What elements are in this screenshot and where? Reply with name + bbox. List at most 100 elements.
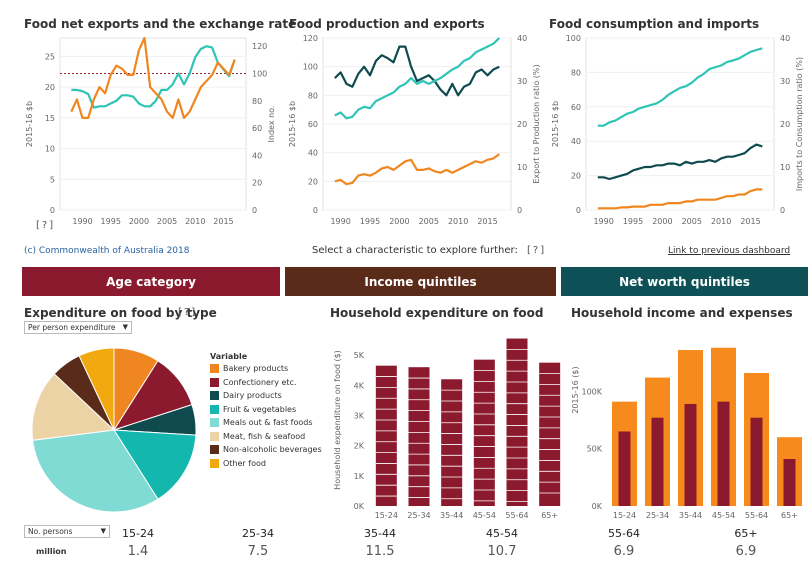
population-dropdown-value: No. persons <box>28 527 73 536</box>
legend-label: Confectionery etc. <box>223 377 297 387</box>
bar-35-44 <box>441 379 463 506</box>
previous-dashboard-link[interactable]: Link to previous dashboard <box>668 246 791 256</box>
x-tick-label: 45-54 <box>473 511 496 520</box>
panel1-help-icon[interactable]: [?] <box>36 220 56 231</box>
legend-label: Bakery products <box>223 364 289 373</box>
y2-axis-label: Export to Production ratio (%) <box>532 64 541 183</box>
select-characteristic-label: Select a characteristic to explore furth… <box>312 245 518 256</box>
panel1-title: Food net exports and the exchange rate <box>24 17 297 31</box>
copyright-link[interactable]: (c) Commonwealth of Australia 2018 <box>24 246 190 256</box>
population-row-label: million <box>36 547 67 556</box>
x-tick-label: 1995 <box>101 217 121 226</box>
y-tick-label: 80 <box>308 91 318 100</box>
x-tick-label: 15-24 <box>613 511 636 520</box>
population-value: 10.7 <box>487 544 517 559</box>
x-tick-label: 2000 <box>389 217 409 226</box>
y2-tick-label: 20 <box>517 120 527 129</box>
legend-item[interactable]: Non-alcoholic beverages <box>210 445 322 454</box>
y2-tick-label: 80 <box>252 97 262 106</box>
legend-item[interactable]: Fruit & vegetables <box>210 404 296 414</box>
legend-item[interactable]: Meals out & fast foods <box>210 418 313 427</box>
pie-title: Expenditure on food by type <box>24 306 217 320</box>
y-axis-label: 2015-16 ($) <box>571 366 580 413</box>
x-tick-label: 1995 <box>360 217 380 226</box>
x-tick-label: 2010 <box>185 217 205 226</box>
y-tick-label: 100 <box>303 63 318 72</box>
x-tick-label: 25-34 <box>407 511 430 520</box>
population-dropdown[interactable]: No. persons ▼ <box>24 525 110 538</box>
y2-tick-label: 40 <box>780 34 790 43</box>
net-exports-chart: 0 5 10 15 20 25 0 20 40 60 80 100 120 1990 1995 2000 200… <box>25 36 276 226</box>
y2-tick-label: 20 <box>780 120 790 129</box>
y-tick-label: 15 <box>45 114 55 123</box>
bar-45-54 <box>473 359 495 506</box>
legend-item[interactable]: Dairy products <box>210 391 282 400</box>
panel3-title: Food consumption and imports <box>549 17 760 31</box>
legend-item[interactable]: Meat, fish & seafood <box>210 431 305 441</box>
y2-tick-label: 100 <box>252 69 267 78</box>
x-tick-label: 65+ <box>541 511 558 520</box>
y2-tick-label: 10 <box>780 163 790 172</box>
bar-65+ <box>539 362 561 506</box>
expenses-bar-15-24 <box>618 431 631 506</box>
net-worth-quintiles-button[interactable]: Net worth quintiles <box>561 267 808 296</box>
x-tick-label: 2010 <box>711 217 731 226</box>
series-line-0 <box>71 45 236 109</box>
y2-tick-label: 60 <box>252 124 262 133</box>
legend-swatch <box>210 404 219 414</box>
legend-item[interactable]: Bakery products <box>210 364 288 373</box>
legend-label: Meals out & fast foods <box>223 418 313 427</box>
legend-item[interactable]: Confectionery etc. <box>210 377 297 387</box>
y-tick-label: 20 <box>571 172 581 181</box>
chevron-down-icon: ▼ <box>100 527 106 535</box>
y-tick-label: 0K <box>592 502 603 511</box>
y2-tick-label: 40 <box>252 151 262 160</box>
y2-tick-label: 0 <box>252 206 257 215</box>
expenditure-pie-chart <box>31 347 197 513</box>
y2-tick-label: 30 <box>517 77 527 86</box>
expenses-bar-65+ <box>783 458 796 506</box>
bar-15-24 <box>375 365 397 506</box>
bar-25-34 <box>408 367 430 506</box>
y-tick-label: 40 <box>571 137 581 146</box>
x-tick-label: 2015 <box>477 217 497 226</box>
pie-slice-4 <box>32 429 159 513</box>
legend-item[interactable]: Other food <box>210 458 266 468</box>
x-tick-label: 55-64 <box>505 511 528 520</box>
x-tick-label: 2000 <box>129 217 149 226</box>
series-line-2 <box>334 153 500 186</box>
y-tick-label: 4K <box>354 381 365 390</box>
y-tick-label: 10 <box>45 145 55 154</box>
expenditure-type-dropdown[interactable]: Per person expenditure ▼ <box>24 321 132 334</box>
y2-axis-label: Index no. <box>267 106 276 143</box>
x-tick-label: 25-34 <box>646 511 669 520</box>
y2-tick-label: 0 <box>780 206 785 215</box>
y-tick-label: 0 <box>313 206 318 215</box>
population-column-header: 55-64 <box>608 527 640 540</box>
x-tick-label: 65+ <box>781 511 798 520</box>
series-line-1 <box>334 37 501 120</box>
y-tick-label: 80 <box>571 68 581 77</box>
series-line-0 <box>597 47 763 127</box>
y-tick-label: 5 <box>50 175 55 184</box>
series-line-0 <box>334 45 500 97</box>
select-help-icon[interactable]: [?] <box>527 245 547 256</box>
x-tick-label: 2005 <box>157 217 177 226</box>
x-tick-label: 55-64 <box>745 511 768 520</box>
series-line-2 <box>597 188 763 210</box>
x-tick-label: 2015 <box>740 217 760 226</box>
household-income-chart: 2015-16 ($) 0K 50K 100K 15-24 25-34 35-44 45-54… <box>571 347 802 520</box>
chevron-down-icon: ▼ <box>122 323 128 331</box>
y-tick-label: 100K <box>581 387 602 396</box>
production-exports-chart: 0 20 40 60 80 100 120 0 10 20 30 40 1990 1995 2000 2005… <box>288 34 541 226</box>
y2-tick-label: 30 <box>780 77 790 86</box>
age-category-button[interactable]: Age category <box>22 267 280 296</box>
pie-help-icon[interactable]: [?] <box>178 307 198 318</box>
legend-swatch <box>210 431 219 441</box>
legend-label: Dairy products <box>223 391 282 400</box>
income-quintiles-button[interactable]: Income quintiles <box>285 267 556 296</box>
series-line-1 <box>70 36 236 120</box>
y2-axis-label: Imports to Consumption ratio (%) <box>795 57 804 191</box>
panel2-title: Food production and exports <box>289 17 485 31</box>
population-column-header: 15-24 <box>122 527 154 540</box>
